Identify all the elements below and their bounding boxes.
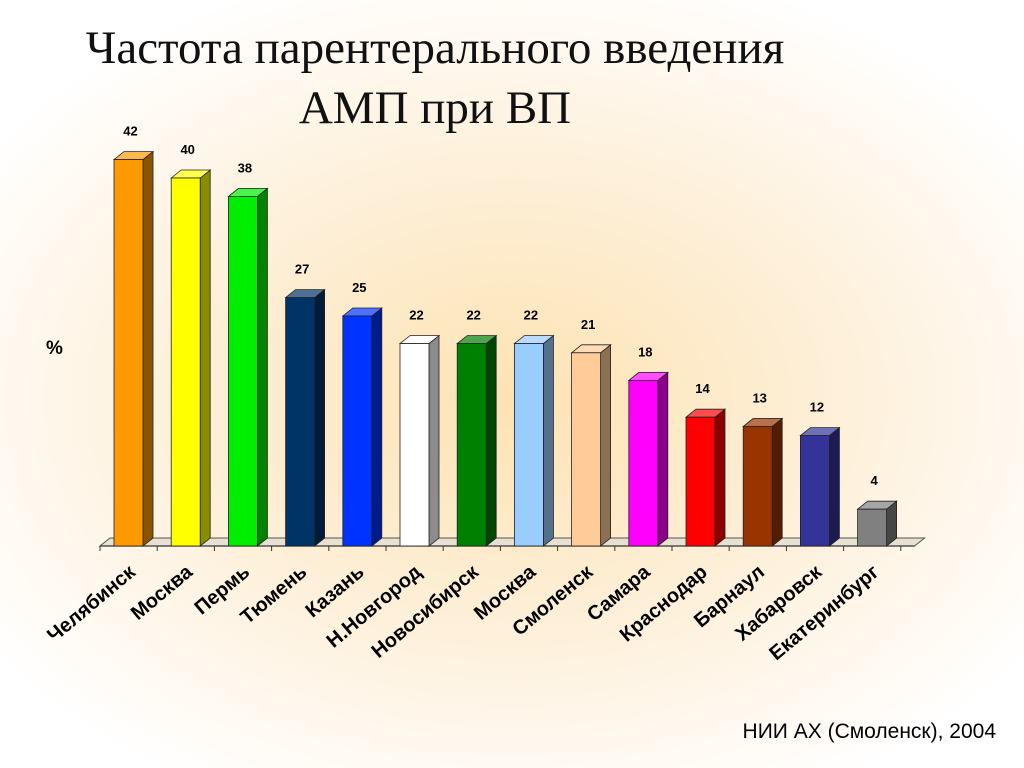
bar-side — [600, 343, 611, 547]
bar-front — [628, 379, 659, 547]
bar-side — [714, 408, 726, 547]
data-label: 12 — [810, 400, 824, 415]
bar-side — [485, 334, 497, 547]
bar-front — [342, 315, 373, 547]
bar-front — [742, 425, 773, 547]
bar-side — [428, 334, 440, 547]
data-label: 22 — [409, 308, 423, 323]
bar-front — [800, 435, 830, 547]
data-label: 13 — [752, 390, 766, 405]
data-label: 42 — [123, 124, 137, 139]
bar — [742, 417, 784, 547]
bar-side — [371, 307, 383, 547]
bar-side — [142, 150, 154, 547]
data-label: 4 — [870, 473, 878, 488]
bar-side — [829, 426, 840, 547]
bar — [513, 334, 555, 547]
bar — [456, 334, 498, 547]
bar — [112, 150, 155, 547]
bar-side — [199, 169, 211, 547]
data-label: 38 — [238, 160, 252, 175]
y-axis-label: % — [46, 338, 63, 359]
source-note: НИИ АХ (Смоленск), 2004 — [742, 720, 996, 743]
title-line-2: АМП при ВП — [298, 82, 572, 134]
bar-side — [256, 187, 268, 547]
bar-front — [227, 195, 258, 547]
bar-front — [857, 508, 887, 547]
data-label: 22 — [524, 308, 538, 323]
data-label: 18 — [638, 344, 652, 359]
data-label: 40 — [180, 142, 194, 157]
bar — [570, 343, 612, 547]
bar — [684, 408, 727, 547]
bar-front — [285, 297, 316, 547]
bar — [284, 288, 326, 547]
bar-side — [543, 334, 554, 547]
bar-front — [514, 343, 544, 547]
bar-front — [685, 416, 716, 547]
bar — [799, 426, 841, 547]
data-label: 25 — [352, 280, 366, 295]
bar-side — [314, 288, 326, 547]
bar — [856, 500, 898, 547]
bar-side — [771, 417, 783, 547]
bar — [627, 371, 669, 547]
bar-front — [170, 177, 201, 547]
bar — [341, 307, 383, 547]
bar-front — [113, 159, 144, 547]
bar-front — [399, 343, 430, 547]
data-label: 21 — [581, 317, 595, 332]
bar-front — [571, 352, 601, 547]
category-label: Москва — [127, 560, 198, 624]
bar-side — [657, 371, 669, 547]
category-label: Челябинск — [43, 560, 140, 647]
title-line-1: Частота парентерального введения — [85, 22, 785, 74]
bar — [227, 187, 269, 547]
bar — [398, 334, 441, 547]
slide-title: Частота парентерального введения АМП при… — [0, 18, 870, 138]
bar — [170, 169, 212, 547]
data-label: 14 — [695, 381, 710, 396]
bar-front — [456, 343, 487, 547]
data-label: 22 — [466, 308, 480, 323]
data-label: 27 — [295, 262, 309, 277]
